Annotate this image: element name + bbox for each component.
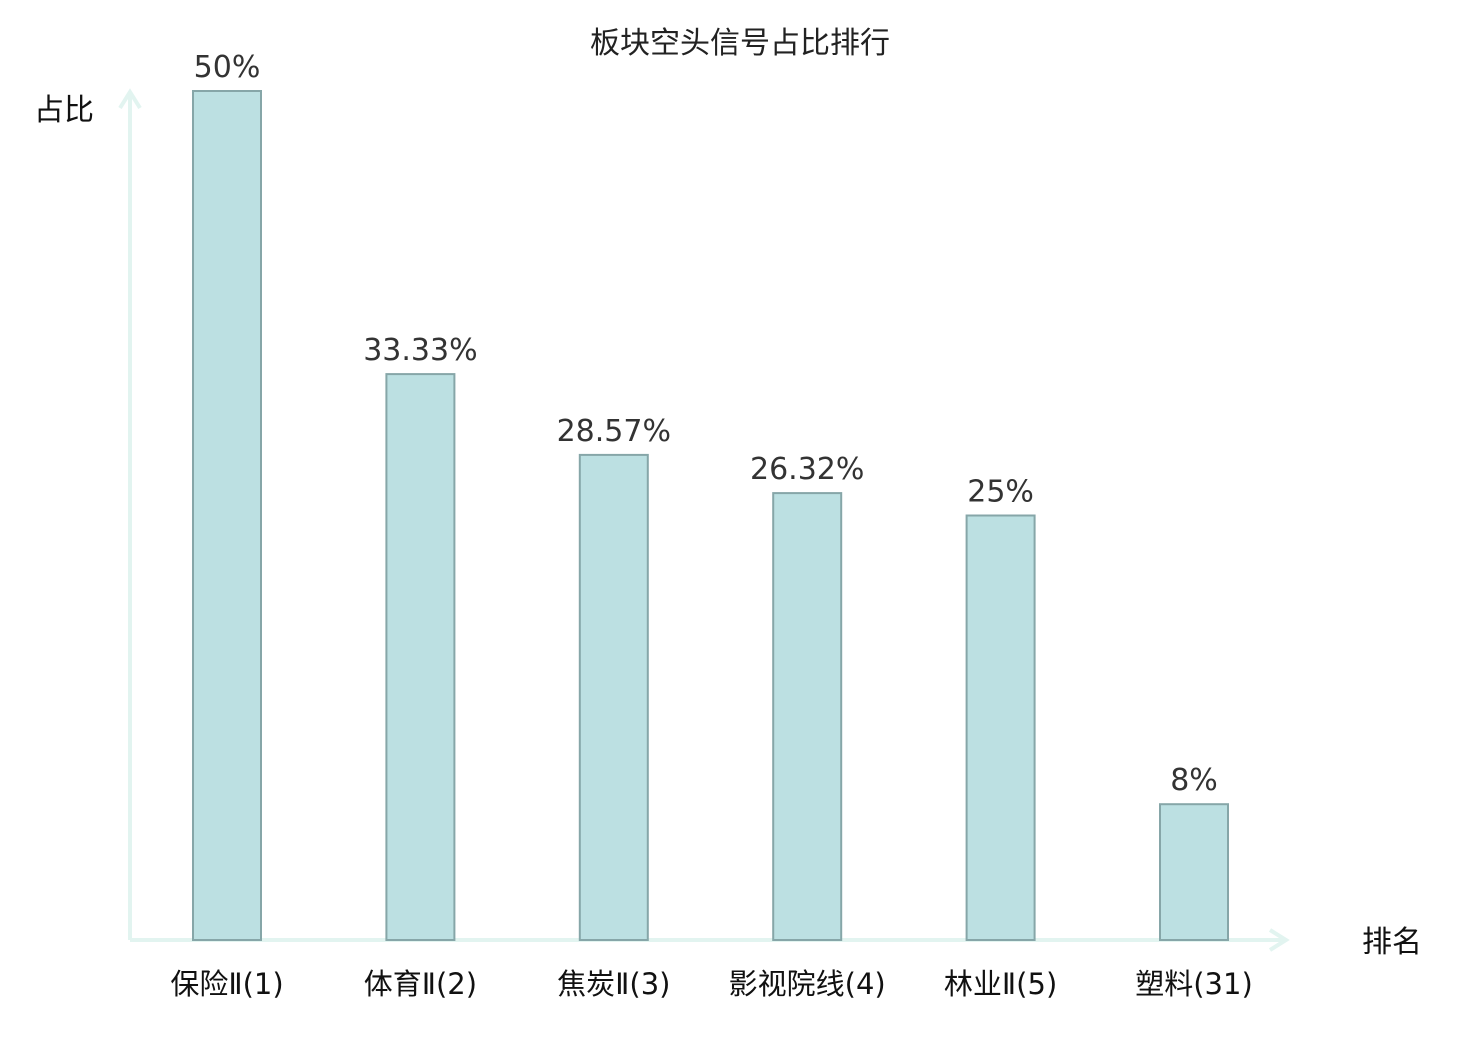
- bar-4: [965, 514, 1036, 941]
- x-tick-label-5: 塑料(31): [1135, 967, 1253, 1001]
- x-tick-label-4: 林业Ⅱ(5): [944, 967, 1057, 1001]
- chart-title: 板块空头信号占比排行: [590, 26, 890, 61]
- x-tick-label-2: 焦炭Ⅱ(3): [557, 967, 670, 1001]
- value-labels-group: 50% 33.33% 28.57% 26.32% 25% 8%: [194, 50, 1218, 798]
- value-label-5: 8%: [1170, 763, 1218, 798]
- bar-5: [1159, 803, 1229, 942]
- value-label-4: 25%: [967, 475, 1034, 510]
- value-label-3: 26.32%: [750, 452, 864, 487]
- x-axis-arrow-icon: [1268, 928, 1290, 952]
- value-label-1: 33.33%: [363, 333, 477, 368]
- x-tick-label-1: 体育Ⅱ(2): [364, 967, 477, 1001]
- axes: [118, 88, 1290, 952]
- bars-group: [192, 90, 1229, 942]
- y-axis-label: 占比: [34, 93, 94, 128]
- value-label-2: 28.57%: [557, 414, 671, 449]
- x-tick-label-3: 影视院线(4): [729, 967, 886, 1001]
- x-tick-labels-group: 保险Ⅱ(1) 体育Ⅱ(2) 焦炭Ⅱ(3) 影视院线(4) 林业Ⅱ(5) 塑料(31): [170, 967, 1252, 1001]
- bar-1: [385, 373, 456, 942]
- x-tick-label-0: 保险Ⅱ(1): [170, 967, 283, 1001]
- bar-3: [772, 492, 843, 941]
- bar-2: [578, 453, 649, 941]
- bar-0: [192, 90, 262, 941]
- x-axis-label: 排名: [1362, 925, 1422, 960]
- value-label-0: 50%: [194, 50, 261, 85]
- y-axis-arrow-icon: [118, 88, 142, 110]
